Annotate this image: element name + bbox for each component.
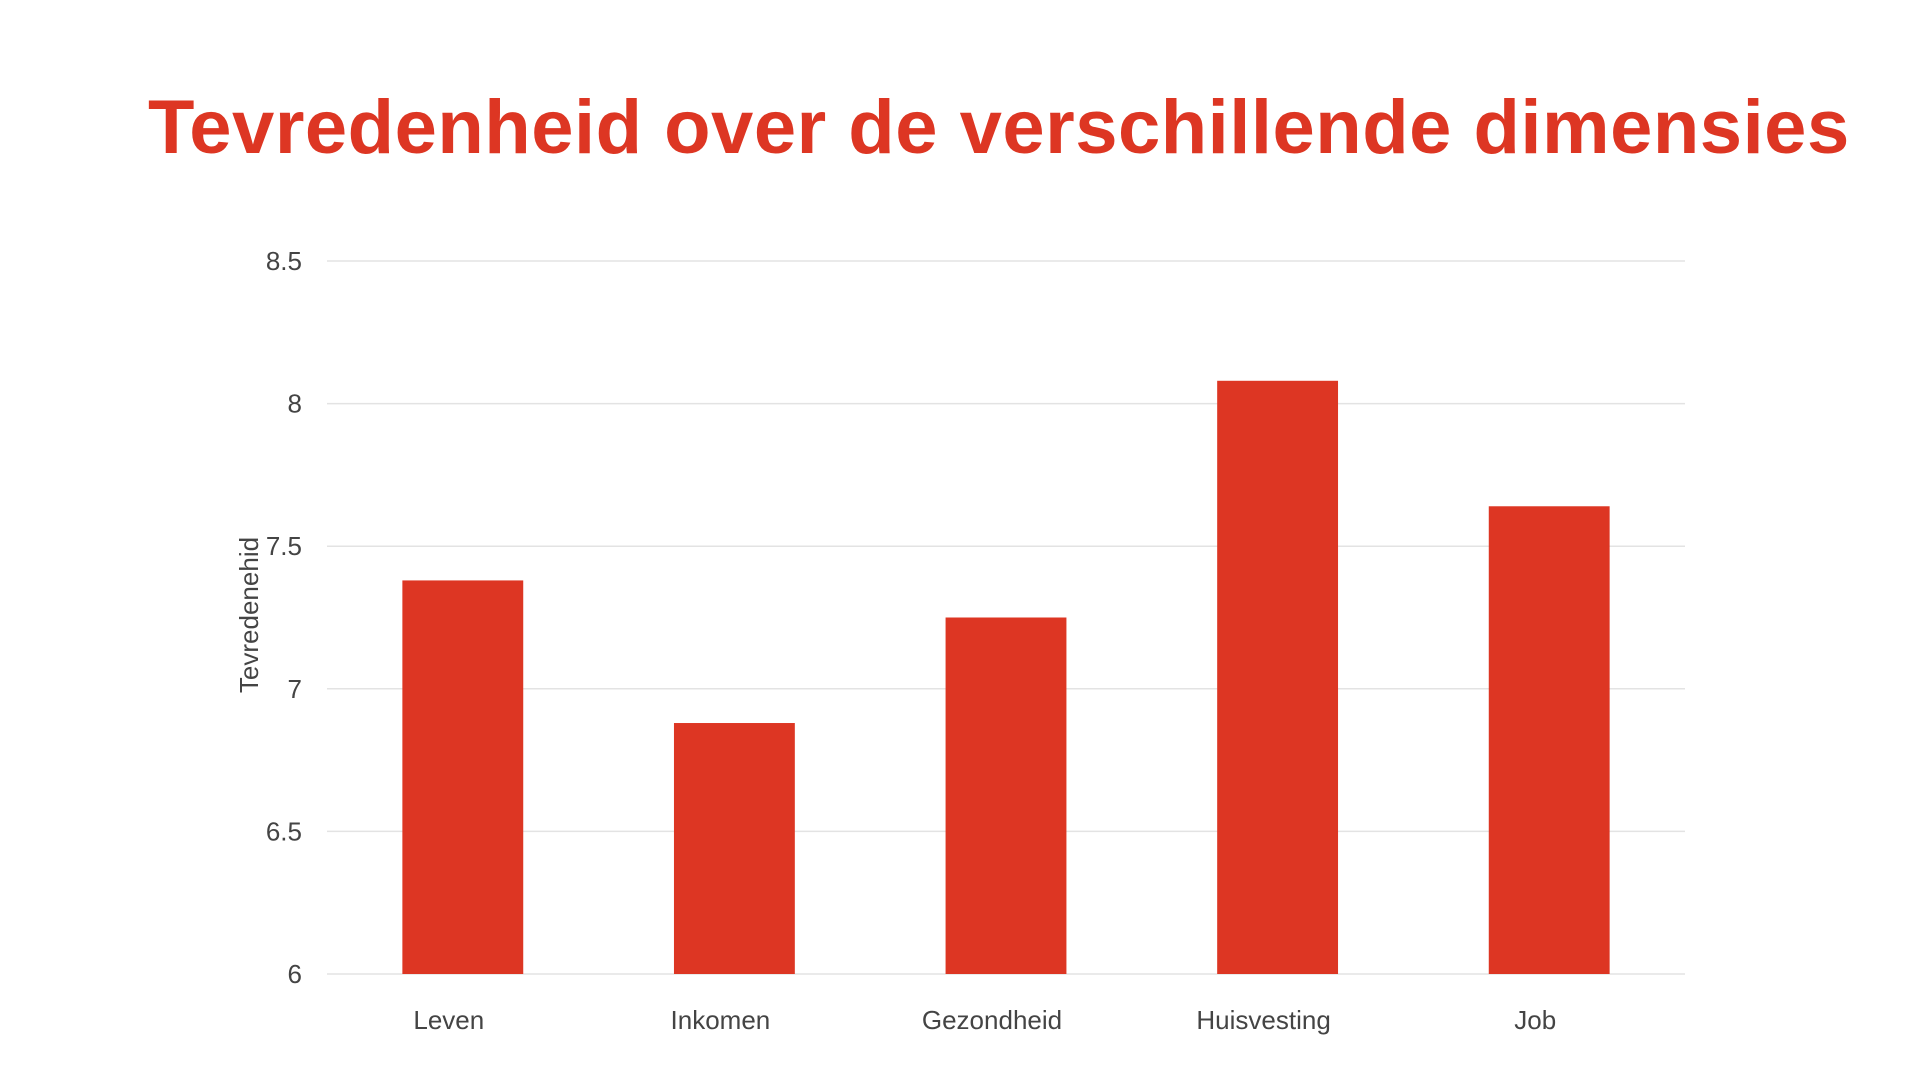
y-tick-label: 6 [288,959,302,989]
bar-job [1488,506,1610,974]
bar-inkomen [673,723,795,974]
x-tick-label: Inkomen [671,1005,771,1035]
x-tick-label: Leven [413,1005,484,1035]
y-tick-label: 8.5 [266,246,302,276]
bars [402,380,1610,974]
y-tick-label: 8 [288,389,302,419]
y-axis-ticks: 6 6.5 7 7.5 8 8.5 [266,246,302,989]
bar-leven [402,580,524,974]
slide-title: Tevredenheid over de verschillende dimen… [148,85,1850,170]
x-tick-label: Huisvesting [1196,1005,1330,1035]
x-tick-label: Job [1514,1005,1556,1035]
bar-gezondheid [945,617,1067,974]
y-tick-label: 7 [288,674,302,704]
y-axis-label: Tevredenehid [234,537,264,693]
y-tick-label: 6.5 [266,816,302,846]
x-axis-ticks: Leven Inkomen Gezondheid Huisvesting Job [413,1005,1556,1035]
x-tick-label: Gezondheid [922,1005,1062,1035]
y-tick-label: 7.5 [266,531,302,561]
bar-huisvesting [1217,380,1339,974]
